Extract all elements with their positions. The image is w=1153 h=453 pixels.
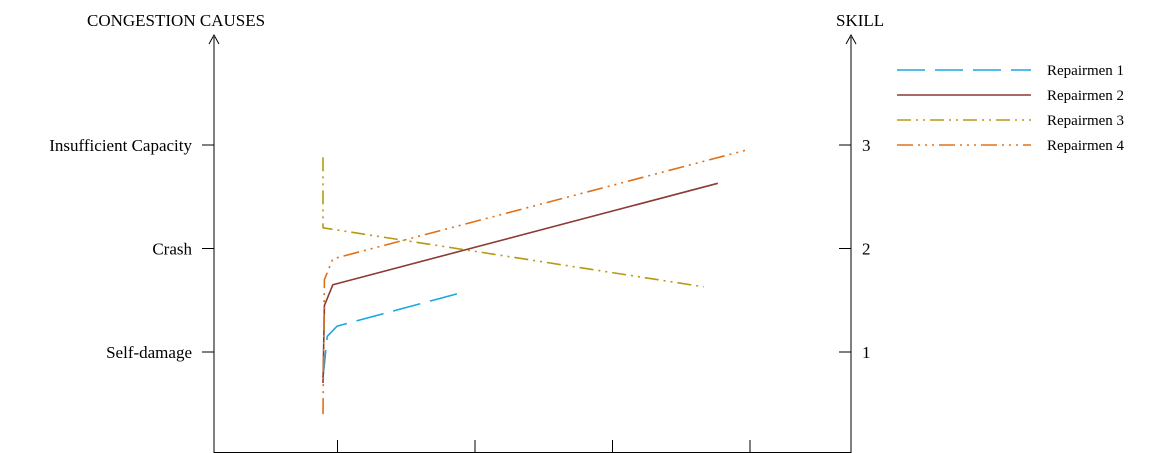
legend-label-1: Repairmen 1 bbox=[1047, 63, 1124, 79]
legend: Repairmen 1 Repairmen 2 Repairmen 3 Repairm… bbox=[897, 63, 1125, 154]
series-line-3 bbox=[322, 157, 704, 288]
legend-label-3: Repairmen 3 bbox=[1047, 113, 1124, 129]
legend-label-4: Repairmen 4 bbox=[1047, 138, 1125, 154]
left-tick-label: Crash bbox=[152, 240, 192, 259]
left-tick-label: Self-damage bbox=[106, 343, 192, 362]
left-axis-ticks: Self-damage Crash Insufficient Capacity bbox=[49, 136, 214, 362]
right-y-axis-arrow bbox=[845, 33, 857, 45]
right-axis-title: SKILL bbox=[836, 11, 884, 30]
right-axis-ticks: 1 2 3 bbox=[839, 136, 871, 362]
right-tick-label: 3 bbox=[862, 136, 871, 155]
x-axis-ticks bbox=[337, 440, 751, 453]
left-y-axis-arrow bbox=[208, 33, 220, 45]
axes bbox=[208, 33, 857, 453]
legend-label-2: Repairmen 2 bbox=[1047, 88, 1124, 104]
right-tick-label: 2 bbox=[862, 240, 871, 259]
series-line-2 bbox=[322, 182, 719, 384]
series-line-1 bbox=[322, 291, 465, 378]
left-tick-label: Insufficient Capacity bbox=[49, 136, 192, 155]
left-axis-title: CONGESTION CAUSES bbox=[87, 11, 265, 30]
series-lines bbox=[322, 149, 747, 415]
series-line-4 bbox=[322, 149, 747, 415]
right-tick-label: 1 bbox=[862, 343, 871, 362]
